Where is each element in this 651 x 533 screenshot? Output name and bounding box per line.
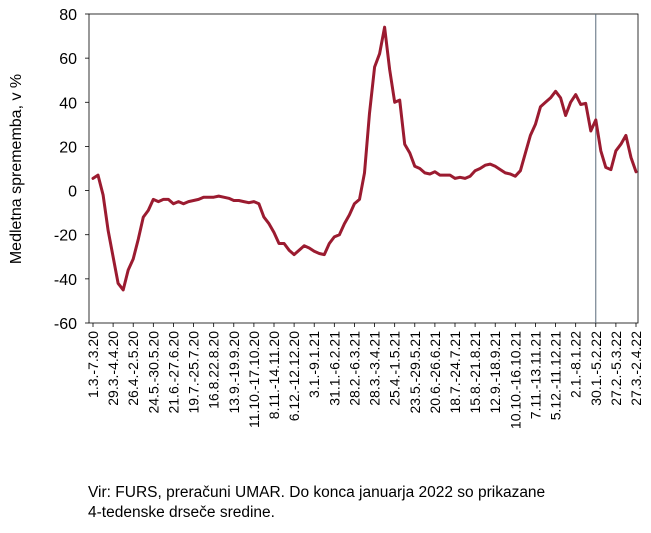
x-tick-label: 11.10.-17.10.20 bbox=[246, 331, 262, 428]
y-axis-label: Medletna sprememba, v % bbox=[8, 74, 25, 264]
y-tick-label: -60 bbox=[54, 316, 77, 333]
x-tick-label: 19.7.-25.7.20 bbox=[186, 331, 202, 414]
x-tick-label: 28.2.-6.3.21 bbox=[346, 331, 362, 406]
x-tick-label: 12.9.-18.9.21 bbox=[487, 331, 503, 414]
x-tick-label: 8.11.-14.11.20 bbox=[266, 331, 282, 419]
series-line bbox=[91, 25, 638, 292]
x-tick-label: 6.12.-12.12.20 bbox=[286, 331, 302, 422]
y-axis: -60 -40 -20 0 20 40 60 80 bbox=[54, 7, 89, 333]
x-tick-label: 7.11.-13.11.21 bbox=[527, 331, 543, 419]
y-tick-label: 60 bbox=[59, 51, 77, 68]
source-note: Vir: FURS, preračuni UMAR. Do konca janu… bbox=[88, 483, 648, 523]
source-note-line-1: Vir: FURS, preračuni UMAR. Do konca janu… bbox=[88, 484, 546, 501]
x-tick-label: 29.3.-4.4.20 bbox=[105, 331, 121, 406]
x-tick-label: 30.1.-5.2.22 bbox=[588, 331, 604, 406]
y-tick-label: 0 bbox=[68, 184, 77, 201]
source-note-line-2: 4-tedenske drseče sredine. bbox=[88, 504, 275, 521]
x-tick-label: 27.2.-5.3.22 bbox=[608, 331, 624, 406]
x-axis: 1.3.-7.3.20 29.3.-4.4.20 26.4.-2.5.20 24.5.… bbox=[85, 323, 644, 429]
series-layer bbox=[91, 14, 638, 323]
x-tick-label: 25.4.-1.5.21 bbox=[387, 331, 403, 406]
x-tick-label: 21.6.-27.6.20 bbox=[165, 331, 181, 414]
x-tick-label: 16.8.22.8.20 bbox=[206, 331, 222, 409]
y-tick-label: -40 bbox=[54, 272, 77, 289]
x-tick-label: 10.10.-16.10.21 bbox=[507, 331, 523, 429]
x-tick-label: 28.3.-3.4.21 bbox=[367, 331, 383, 406]
plot-frame bbox=[88, 13, 639, 324]
x-tick-label: 15.8.-21.8.21 bbox=[467, 331, 483, 414]
x-tick-label: 24.5.-30.5.20 bbox=[145, 331, 161, 414]
x-tick-label: 3.1.-9.1.21 bbox=[306, 331, 322, 398]
x-tick-label: 5.12.-11.12.21 bbox=[548, 331, 564, 420]
x-tick-label: 2.1.-8.1.22 bbox=[568, 331, 584, 398]
x-tick-label: 27.3.-2.4.22 bbox=[628, 331, 644, 406]
plot-border bbox=[88, 13, 639, 324]
x-tick-label: 31.1.-6.2.21 bbox=[326, 331, 342, 406]
x-tick-label: 23.5.-29.5.21 bbox=[407, 331, 423, 414]
y-tick-label: 80 bbox=[59, 7, 77, 24]
x-tick-label: 13.9.-19.9.20 bbox=[226, 331, 242, 414]
x-tick-label: 1.3.-7.3.20 bbox=[85, 331, 101, 398]
x-tick-label: 26.4.-2.5.20 bbox=[125, 331, 141, 406]
y-tick-label: 20 bbox=[59, 139, 77, 156]
y-tick-label: -20 bbox=[54, 228, 77, 245]
x-tick-label: 20.6.-26.6.21 bbox=[427, 331, 443, 414]
x-tick-label: 18.7.-24.7.21 bbox=[447, 331, 463, 414]
y-tick-label: 40 bbox=[59, 95, 77, 112]
